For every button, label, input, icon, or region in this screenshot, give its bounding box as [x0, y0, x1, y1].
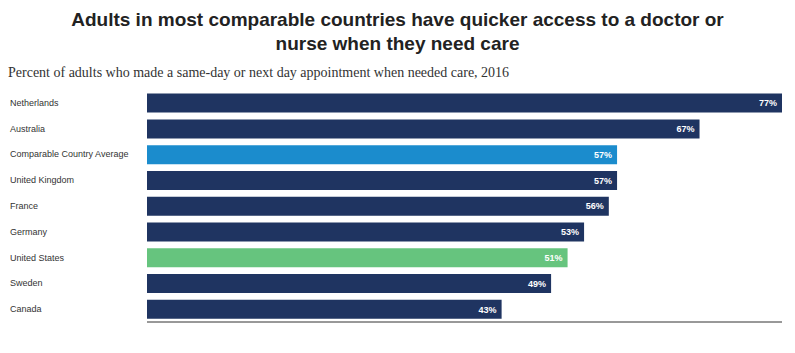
svg-text:United Kingdom: United Kingdom: [10, 175, 74, 185]
html-text:Adults in most comparable coun: Adults in most comparable countries have…: [71, 9, 724, 54]
svg-text:57%: 57%: [594, 150, 612, 160]
svg-text:67%: 67%: [677, 124, 695, 134]
svg-text:43%: 43%: [479, 305, 497, 315]
svg-text:Netherlands: Netherlands: [10, 98, 59, 108]
html-text:Percent of adults who made a s: Percent of adults who made a same-day or…: [8, 65, 510, 80]
svg-text:France: France: [10, 201, 38, 211]
svg-text:Sweden: Sweden: [10, 278, 43, 288]
svg-text:51%: 51%: [545, 253, 563, 263]
svg-text:United States: United States: [10, 253, 65, 263]
svg-text:49%: 49%: [528, 279, 546, 289]
svg-text:56%: 56%: [586, 201, 604, 211]
svg-text:77%: 77%: [759, 98, 777, 108]
svg-text:Canada: Canada: [10, 304, 42, 314]
svg-text:Australia: Australia: [10, 124, 45, 134]
svg-text:53%: 53%: [561, 227, 579, 237]
svg-text:57%: 57%: [594, 176, 612, 186]
svg-text:Comparable Country Average: Comparable Country Average: [10, 149, 128, 159]
svg-text:Germany: Germany: [10, 227, 48, 237]
